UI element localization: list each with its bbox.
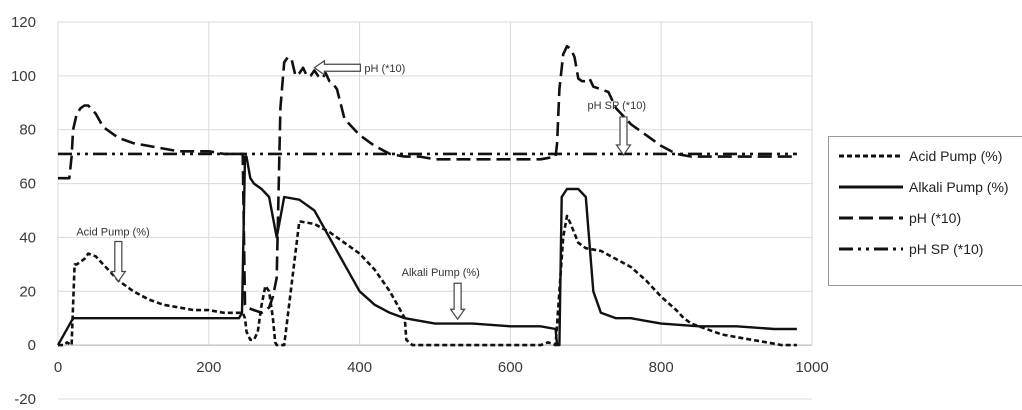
- legend-label: Acid Pump (%): [909, 148, 1003, 164]
- ph-callout-arrow: [313, 59, 361, 76]
- gridlines: [57, 21, 813, 400]
- legend-swatch: [839, 216, 903, 220]
- legend-label: Alkali Pump (%): [909, 179, 1009, 195]
- ph-sp-callout-label: pH SP (*10): [588, 100, 647, 112]
- alkali-pump-callout-arrow: [449, 282, 466, 321]
- x-tick-label: 400: [347, 359, 372, 376]
- alkali-pump-callout-label: Alkali Pump (%): [402, 267, 480, 279]
- legend-item-0: Acid Pump (%): [833, 145, 1002, 167]
- legend-swatch: [839, 247, 903, 251]
- legend-swatch: [839, 154, 903, 158]
- ph-sp-callout-arrow: [615, 116, 632, 156]
- y-tick-label: -20: [14, 391, 36, 408]
- x-tick-label: 600: [498, 359, 523, 376]
- series-line-2: [58, 44, 797, 315]
- y-tick-label: 0: [28, 337, 36, 354]
- y-tick-label: 120: [11, 14, 36, 31]
- legend: Acid Pump (%) Alkali Pump (%) pH (*10) pH S…: [828, 136, 1022, 286]
- series-lines: [56, 44, 797, 347]
- acid-pump-callout-label: Acid Pump (%): [76, 227, 149, 239]
- legend-label: pH SP (*10): [909, 241, 984, 257]
- annotations: pH (*10) pH SP (*10) Acid Pump (%) Alkali P…: [76, 59, 647, 321]
- acid-pump-callout-arrow: [110, 240, 127, 283]
- ph-callout-label: pH (*10): [364, 63, 405, 75]
- y-tick-label: 40: [19, 229, 36, 246]
- x-tick-label: 200: [196, 359, 221, 376]
- x-tick-label: 800: [649, 359, 674, 376]
- series-line-1: [56, 155, 797, 347]
- y-tick-label: 20: [19, 283, 36, 300]
- legend-label: pH (*10): [909, 210, 962, 226]
- y-tick-label: 100: [11, 68, 36, 85]
- legend-item-3: pH SP (*10): [833, 238, 983, 260]
- series-line-0: [58, 214, 797, 347]
- y-tick-label: 60: [19, 176, 36, 193]
- legend-item-1: Alkali Pump (%): [833, 176, 1009, 198]
- x-tick-label: 1000: [795, 359, 828, 376]
- legend-swatch: [839, 185, 903, 189]
- y-tick-label: 80: [19, 122, 36, 139]
- legend-item-2: pH (*10): [833, 207, 961, 229]
- x-tick-label: 0: [54, 359, 62, 376]
